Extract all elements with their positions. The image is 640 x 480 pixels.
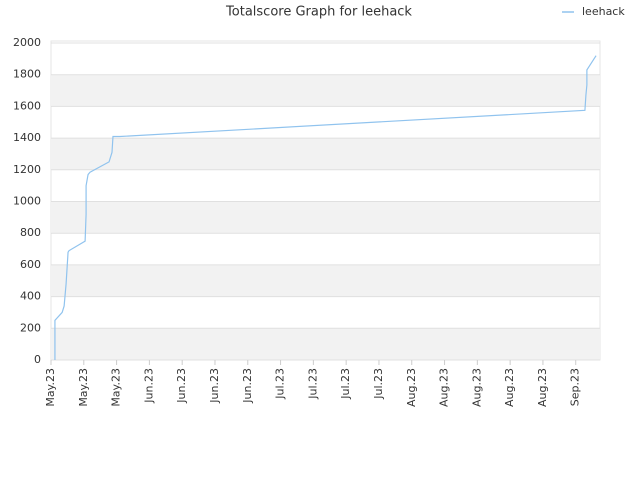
y-tick-label: 200 <box>20 321 41 334</box>
x-tick-label: May.23 <box>44 368 57 407</box>
x-tick-label: Jun.23 <box>241 368 254 404</box>
x-tick-label: Jun.23 <box>208 368 221 404</box>
x-tick-label: Jul.23 <box>306 368 319 400</box>
grid-band <box>51 74 600 107</box>
y-tick-label: 1200 <box>13 163 41 176</box>
x-tick-label: Aug.23 <box>470 368 483 407</box>
y-tick-label: 1000 <box>13 195 41 208</box>
x-tick-label: Aug.23 <box>405 368 418 407</box>
y-tick-label: 1800 <box>13 68 41 81</box>
x-tick-label: Aug.23 <box>503 368 516 407</box>
grid-band <box>51 138 600 170</box>
x-tick-label: May.23 <box>77 368 90 407</box>
x-tick-label: Jul.23 <box>372 368 385 400</box>
y-tick-label: 1600 <box>13 99 41 112</box>
grid-band <box>51 201 600 234</box>
y-tick-label: 1400 <box>13 131 41 144</box>
chart-title: Totalscore Graph for leehack <box>225 5 412 20</box>
x-tick-label: Sep.23 <box>569 368 582 406</box>
legend-label: leehack <box>582 5 625 18</box>
y-tick-label: 0 <box>34 353 41 366</box>
x-tick-label: Aug.23 <box>438 368 451 407</box>
grid-band <box>51 328 600 360</box>
y-tick-label: 600 <box>20 258 41 271</box>
series-line <box>54 55 597 360</box>
y-tick-label: 2000 <box>13 36 41 49</box>
x-tick-label: Aug.23 <box>536 368 549 407</box>
y-tick-label: 800 <box>20 226 41 239</box>
grid-band <box>51 264 600 297</box>
x-tick-label: Jun.23 <box>142 368 155 404</box>
x-tick-label: Jul.23 <box>339 368 352 400</box>
x-tick-label: May.23 <box>110 368 123 407</box>
x-tick-label: Jul.23 <box>274 368 287 400</box>
x-tick-label: Jun.23 <box>175 368 188 404</box>
y-tick-label: 400 <box>20 290 41 303</box>
